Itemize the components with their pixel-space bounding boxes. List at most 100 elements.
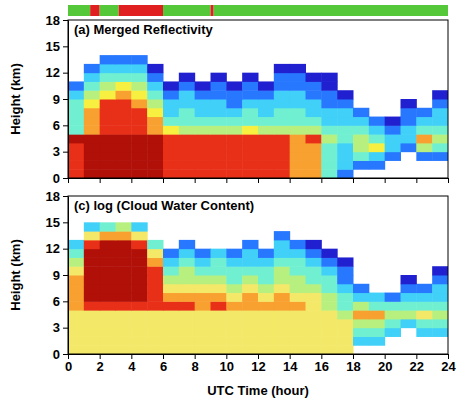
cell xyxy=(321,293,337,302)
cell xyxy=(100,108,116,117)
cell xyxy=(116,160,132,169)
cell xyxy=(179,90,195,99)
cell xyxy=(211,90,227,99)
x-tick: 22 xyxy=(410,354,424,374)
cell xyxy=(242,90,258,99)
x-tick xyxy=(353,178,354,183)
cell xyxy=(147,257,163,266)
cell xyxy=(211,301,227,310)
cell xyxy=(337,301,353,310)
y-tick: 9 xyxy=(53,92,68,107)
cell xyxy=(100,249,116,258)
cell xyxy=(84,345,100,354)
cell xyxy=(100,143,116,152)
cell xyxy=(321,108,337,117)
cell xyxy=(195,310,211,319)
cell xyxy=(353,108,369,117)
cell xyxy=(84,160,100,169)
cell xyxy=(68,345,84,354)
cell xyxy=(116,249,132,258)
y-tick-mark xyxy=(63,125,68,126)
cell xyxy=(337,275,353,284)
cell xyxy=(179,108,195,117)
cell xyxy=(306,169,322,178)
cell xyxy=(306,257,322,266)
cell xyxy=(147,99,163,108)
cell xyxy=(321,117,337,126)
cell xyxy=(306,108,322,117)
cell xyxy=(100,64,116,73)
cell xyxy=(432,152,448,161)
cell xyxy=(226,108,242,117)
cell xyxy=(163,125,179,134)
cell xyxy=(290,257,306,266)
cell xyxy=(131,284,147,293)
cell xyxy=(306,275,322,284)
cell xyxy=(163,293,179,302)
cell xyxy=(84,99,100,108)
cell xyxy=(258,143,274,152)
cell xyxy=(195,134,211,143)
cell xyxy=(116,73,132,82)
cell xyxy=(84,301,100,310)
cell xyxy=(274,231,290,240)
cell xyxy=(353,301,369,310)
cell xyxy=(290,125,306,134)
cell xyxy=(211,284,227,293)
cell xyxy=(179,125,195,134)
cell xyxy=(242,134,258,143)
cell xyxy=(274,134,290,143)
cell xyxy=(274,81,290,90)
cell xyxy=(163,275,179,284)
cell xyxy=(274,336,290,345)
flag-segment xyxy=(211,5,214,16)
cell xyxy=(211,108,227,117)
cell xyxy=(369,310,385,319)
cell xyxy=(100,160,116,169)
y-tick-mark xyxy=(63,249,68,250)
cell xyxy=(432,266,448,275)
cell xyxy=(385,134,401,143)
cell xyxy=(321,319,337,328)
y-tick-mark xyxy=(63,354,68,355)
cell xyxy=(84,73,100,82)
cell xyxy=(195,293,211,302)
flag-segment xyxy=(163,5,211,16)
cell xyxy=(116,293,132,302)
cell xyxy=(385,301,401,310)
x-tick xyxy=(290,178,291,183)
cell xyxy=(369,143,385,152)
cell xyxy=(68,257,84,266)
cell xyxy=(401,125,417,134)
cell xyxy=(147,275,163,284)
cell xyxy=(353,284,369,293)
cell xyxy=(68,328,84,337)
y-tick: 6 xyxy=(53,294,68,309)
cell xyxy=(179,240,195,249)
cell xyxy=(337,345,353,354)
cell xyxy=(163,81,179,90)
cell xyxy=(258,266,274,275)
cell xyxy=(163,345,179,354)
cell xyxy=(290,169,306,178)
cell xyxy=(131,81,147,90)
cell xyxy=(226,293,242,302)
cell xyxy=(179,310,195,319)
cell xyxy=(242,328,258,337)
cell xyxy=(242,240,258,249)
cell xyxy=(131,169,147,178)
cell xyxy=(147,169,163,178)
cell xyxy=(147,134,163,143)
cell xyxy=(321,160,337,169)
cell xyxy=(242,160,258,169)
cell xyxy=(163,284,179,293)
cell xyxy=(274,160,290,169)
cell xyxy=(131,117,147,126)
cell xyxy=(242,143,258,152)
y-tick-label: 12 xyxy=(46,241,60,256)
cell xyxy=(163,336,179,345)
y-axis: 0369121518 xyxy=(46,189,69,362)
cell xyxy=(337,134,353,143)
cell xyxy=(306,134,322,143)
cell xyxy=(195,284,211,293)
